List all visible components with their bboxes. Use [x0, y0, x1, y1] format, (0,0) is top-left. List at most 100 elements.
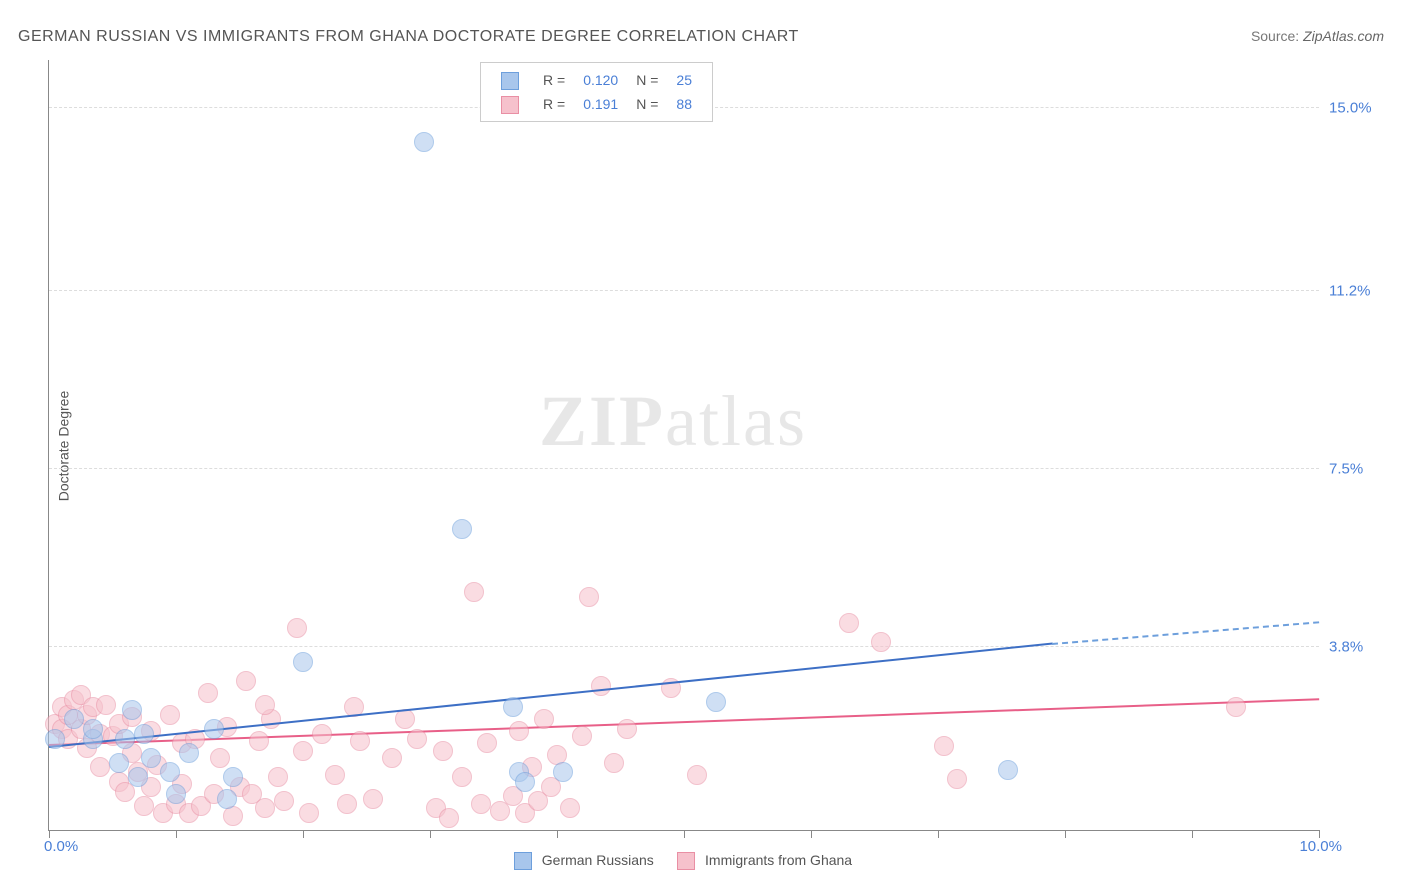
legend-stats-row-1: R = 0.120 N = 25: [493, 69, 700, 91]
data-point: [337, 794, 357, 814]
n-value-2: 88: [668, 93, 700, 115]
data-point: [287, 618, 307, 638]
data-point: [439, 808, 459, 828]
data-point: [363, 789, 383, 809]
data-point: [515, 772, 535, 792]
watermark-atlas: atlas: [665, 381, 807, 461]
data-point: [115, 729, 135, 749]
legend-label-1: German Russians: [542, 852, 654, 868]
gridline: [49, 290, 1319, 291]
data-point: [560, 798, 580, 818]
legend-bottom: German Russians Immigrants from Ghana: [48, 852, 1318, 870]
data-point: [141, 748, 161, 768]
gridline: [49, 646, 1319, 647]
data-point: [134, 796, 154, 816]
x-tick: [938, 830, 939, 838]
data-point: [198, 683, 218, 703]
data-point: [64, 709, 84, 729]
data-point: [210, 748, 230, 768]
watermark: ZIPatlas: [539, 380, 807, 463]
y-tick-label: 11.2%: [1329, 283, 1389, 300]
x-tick: [1065, 830, 1066, 838]
source-attribution: Source: ZipAtlas.com: [1251, 28, 1384, 44]
data-point: [452, 519, 472, 539]
data-point: [217, 789, 237, 809]
data-point: [464, 582, 484, 602]
data-point: [871, 632, 891, 652]
data-point: [128, 767, 148, 787]
legend-stats-row-2: R = 0.191 N = 88: [493, 93, 700, 115]
data-point: [934, 736, 954, 756]
gridline: [49, 468, 1319, 469]
n-label: N =: [628, 93, 666, 115]
n-value-1: 25: [668, 69, 700, 91]
x-tick: [557, 830, 558, 838]
r-label: R =: [535, 69, 573, 91]
data-point: [553, 762, 573, 782]
data-point: [293, 741, 313, 761]
data-point: [223, 767, 243, 787]
chart-title: GERMAN RUSSIAN VS IMMIGRANTS FROM GHANA …: [18, 28, 799, 46]
data-point: [617, 719, 637, 739]
data-point: [382, 748, 402, 768]
data-point: [452, 767, 472, 787]
x-tick: [303, 830, 304, 838]
data-point: [947, 769, 967, 789]
data-point: [90, 757, 110, 777]
y-tick-label: 3.8%: [1329, 639, 1389, 656]
data-point: [503, 697, 523, 717]
data-point: [268, 767, 288, 787]
data-point: [591, 676, 611, 696]
data-point: [509, 721, 529, 741]
data-point: [204, 719, 224, 739]
source-value: ZipAtlas.com: [1303, 28, 1384, 44]
legend-stats-swatch-2: [501, 96, 519, 114]
data-point: [839, 613, 859, 633]
data-point: [433, 741, 453, 761]
data-point: [109, 753, 129, 773]
legend-swatch-2: [677, 852, 695, 870]
data-point: [706, 692, 726, 712]
x-tick: [176, 830, 177, 838]
legend-label-2: Immigrants from Ghana: [705, 852, 852, 868]
data-point: [255, 695, 275, 715]
source-label: Source:: [1251, 28, 1299, 44]
x-tick: [684, 830, 685, 838]
y-tick-label: 15.0%: [1329, 100, 1389, 117]
n-label: N =: [628, 69, 666, 91]
data-point: [579, 587, 599, 607]
data-point: [179, 743, 199, 763]
r-label: R =: [535, 93, 573, 115]
data-point: [299, 803, 319, 823]
data-point: [96, 695, 116, 715]
data-point: [160, 705, 180, 725]
data-point: [534, 709, 554, 729]
legend-stats: R = 0.120 N = 25 R = 0.191 N = 88: [480, 62, 713, 122]
trend-line: [49, 698, 1319, 746]
data-point: [274, 791, 294, 811]
x-tick: [430, 830, 431, 838]
legend-stats-table: R = 0.120 N = 25 R = 0.191 N = 88: [491, 67, 702, 117]
legend-stats-swatch-1: [501, 72, 519, 90]
data-point: [122, 700, 142, 720]
data-point: [249, 731, 269, 751]
data-point: [45, 729, 65, 749]
trend-line-dashed: [1052, 621, 1319, 645]
data-point: [572, 726, 592, 746]
data-point: [255, 798, 275, 818]
scatter-plot-area: ZIPatlas 3.8%7.5%11.2%15.0%: [48, 60, 1319, 831]
data-point: [477, 733, 497, 753]
data-point: [312, 724, 332, 744]
watermark-zip: ZIP: [539, 381, 665, 461]
data-point: [395, 709, 415, 729]
x-tick: [49, 830, 50, 838]
x-tick: [811, 830, 812, 838]
legend-swatch-1: [514, 852, 532, 870]
data-point: [687, 765, 707, 785]
x-tick: [1319, 830, 1320, 838]
data-point: [166, 784, 186, 804]
data-point: [236, 671, 256, 691]
data-point: [998, 760, 1018, 780]
data-point: [407, 729, 427, 749]
data-point: [325, 765, 345, 785]
